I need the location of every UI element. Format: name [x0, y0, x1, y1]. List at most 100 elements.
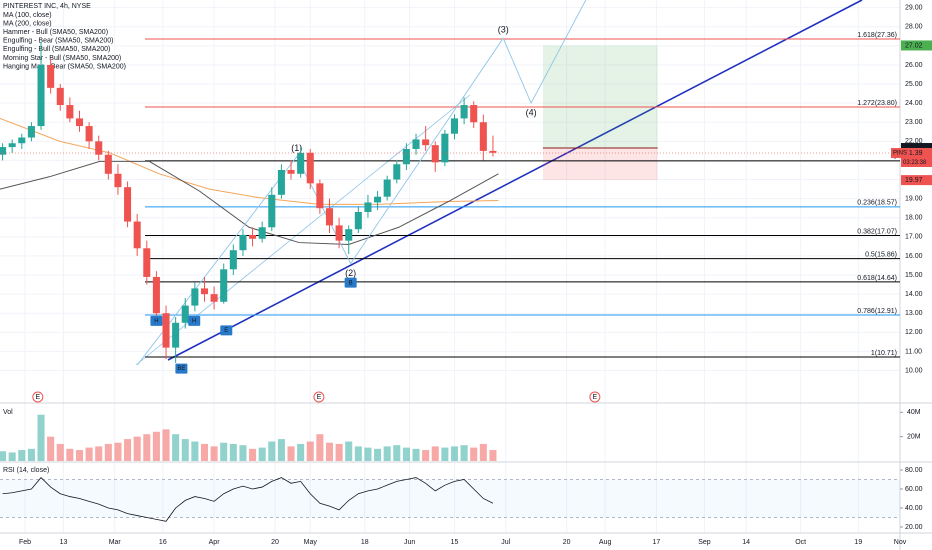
legend-item: Hammer - Bull (SMA50, SMA200) — [3, 29, 108, 36]
candle-body — [297, 152, 305, 174]
volume-bar — [354, 446, 362, 461]
volume-bar — [124, 439, 132, 461]
volume-bar — [220, 442, 228, 461]
volume-bar — [200, 443, 209, 461]
candle-body — [124, 187, 132, 222]
y-tick-label: 16.00 — [905, 253, 923, 260]
candle-body — [104, 154, 112, 174]
volume-bar — [210, 446, 218, 461]
y-tick-label: 25.00 — [905, 81, 923, 88]
wave-label: (3) — [498, 25, 509, 35]
x-tick-label: Jul — [501, 539, 510, 546]
candle-body — [229, 250, 237, 270]
candle-body — [75, 118, 84, 127]
symbol-label: PINS — [893, 151, 907, 157]
candle-body — [172, 322, 180, 348]
fib-label: 1(10.71) — [871, 350, 897, 357]
y-tick-label: 24.00 — [905, 100, 923, 107]
volume-bar — [479, 443, 487, 461]
candle-body — [114, 173, 122, 188]
candle-body — [479, 122, 487, 151]
y-tick-label: 22.00 — [905, 138, 923, 145]
volume-bar — [450, 446, 459, 461]
volume-bar — [364, 447, 372, 461]
volume-bar — [287, 446, 295, 461]
candle-body — [143, 248, 151, 277]
volume-bar — [431, 446, 439, 461]
volume-bar — [489, 450, 497, 461]
volume-bar — [316, 434, 324, 461]
candle-body — [85, 126, 93, 142]
fib-label: 0.786(12.91) — [857, 308, 897, 315]
legend-item: Engulfing - Bull (SMA50, SMA200) — [3, 46, 110, 53]
volume-bar — [229, 443, 237, 461]
x-tick-label: Jun — [404, 539, 415, 546]
x-tick-label: 16 — [159, 539, 167, 546]
candle-body — [191, 288, 199, 306]
earnings-marker — [32, 391, 44, 403]
volume-bar — [133, 436, 141, 461]
earnings-marker — [313, 391, 325, 403]
y-tick-label: 80.00 — [905, 467, 923, 474]
y-tick-label: 19.00 — [905, 195, 923, 202]
candle-body — [383, 179, 391, 197]
candle-body — [152, 276, 160, 314]
candle-body — [393, 164, 401, 180]
volume-bar — [56, 443, 64, 461]
volume-bar — [383, 446, 391, 461]
candle-body — [181, 305, 189, 323]
volume-bar — [393, 445, 401, 461]
signal-marker — [175, 363, 188, 374]
y-tick-label: 23.00 — [905, 119, 923, 126]
countdown-tag — [901, 157, 932, 167]
y-tick-label: 15.00 — [905, 272, 923, 279]
candle-body — [374, 196, 382, 203]
x-tick-label: 18 — [361, 539, 369, 546]
volume-bar — [412, 448, 420, 461]
candle-body — [18, 137, 26, 144]
candle-body — [47, 64, 55, 88]
candle-body — [277, 169, 285, 195]
y-tick-label: 11.00 — [905, 348, 922, 355]
volume-bar — [37, 414, 45, 461]
fib-label: 0.618(14.64) — [857, 275, 897, 282]
candle-body — [441, 133, 449, 163]
volume-bar — [27, 448, 35, 461]
price-tag — [901, 40, 932, 51]
y-tick-label: 60.00 — [905, 486, 923, 493]
signal-marker — [188, 315, 201, 326]
y-tick-label: 13.00 — [905, 310, 923, 317]
y-tick-label: 26.00 — [905, 62, 923, 69]
y-tick-label: 20M — [907, 433, 921, 440]
legend-item: Morning Star - Bull (SMA50, SMA200) — [3, 55, 121, 62]
candle-body — [133, 221, 141, 249]
fib-label: 0.382(17.07) — [857, 228, 897, 235]
signal-label: E — [224, 328, 228, 334]
volume-bar — [18, 450, 26, 461]
signal-label: H — [192, 318, 196, 324]
x-tick-label: 20 — [563, 539, 571, 546]
volume-bar — [104, 443, 112, 461]
candle-body — [364, 202, 372, 213]
x-tick-label: Apr — [209, 539, 221, 546]
candle-body — [37, 64, 45, 127]
grid — [0, 0, 901, 533]
candle-body — [316, 183, 324, 209]
y-tick-label: 29.00 — [905, 4, 923, 11]
candle-body — [450, 118, 459, 134]
candle-body — [220, 269, 228, 302]
chart-title: PINTEREST INC, 4h, NYSE — [3, 3, 91, 10]
price-tag-label: 21.39 — [905, 150, 923, 157]
fib-label: 0.5(15.86) — [865, 251, 897, 258]
candle-body — [422, 139, 430, 146]
signal-marker — [344, 277, 357, 288]
volume-bar — [143, 434, 151, 461]
volume-bar — [239, 445, 247, 461]
volume-bar — [75, 450, 84, 461]
price-tag — [901, 175, 932, 186]
candle-body — [66, 105, 74, 119]
y-tick-label: 28.00 — [905, 24, 923, 31]
rsi-label: RSI (14, close) — [3, 467, 49, 474]
moving-average — [0, 117, 499, 205]
